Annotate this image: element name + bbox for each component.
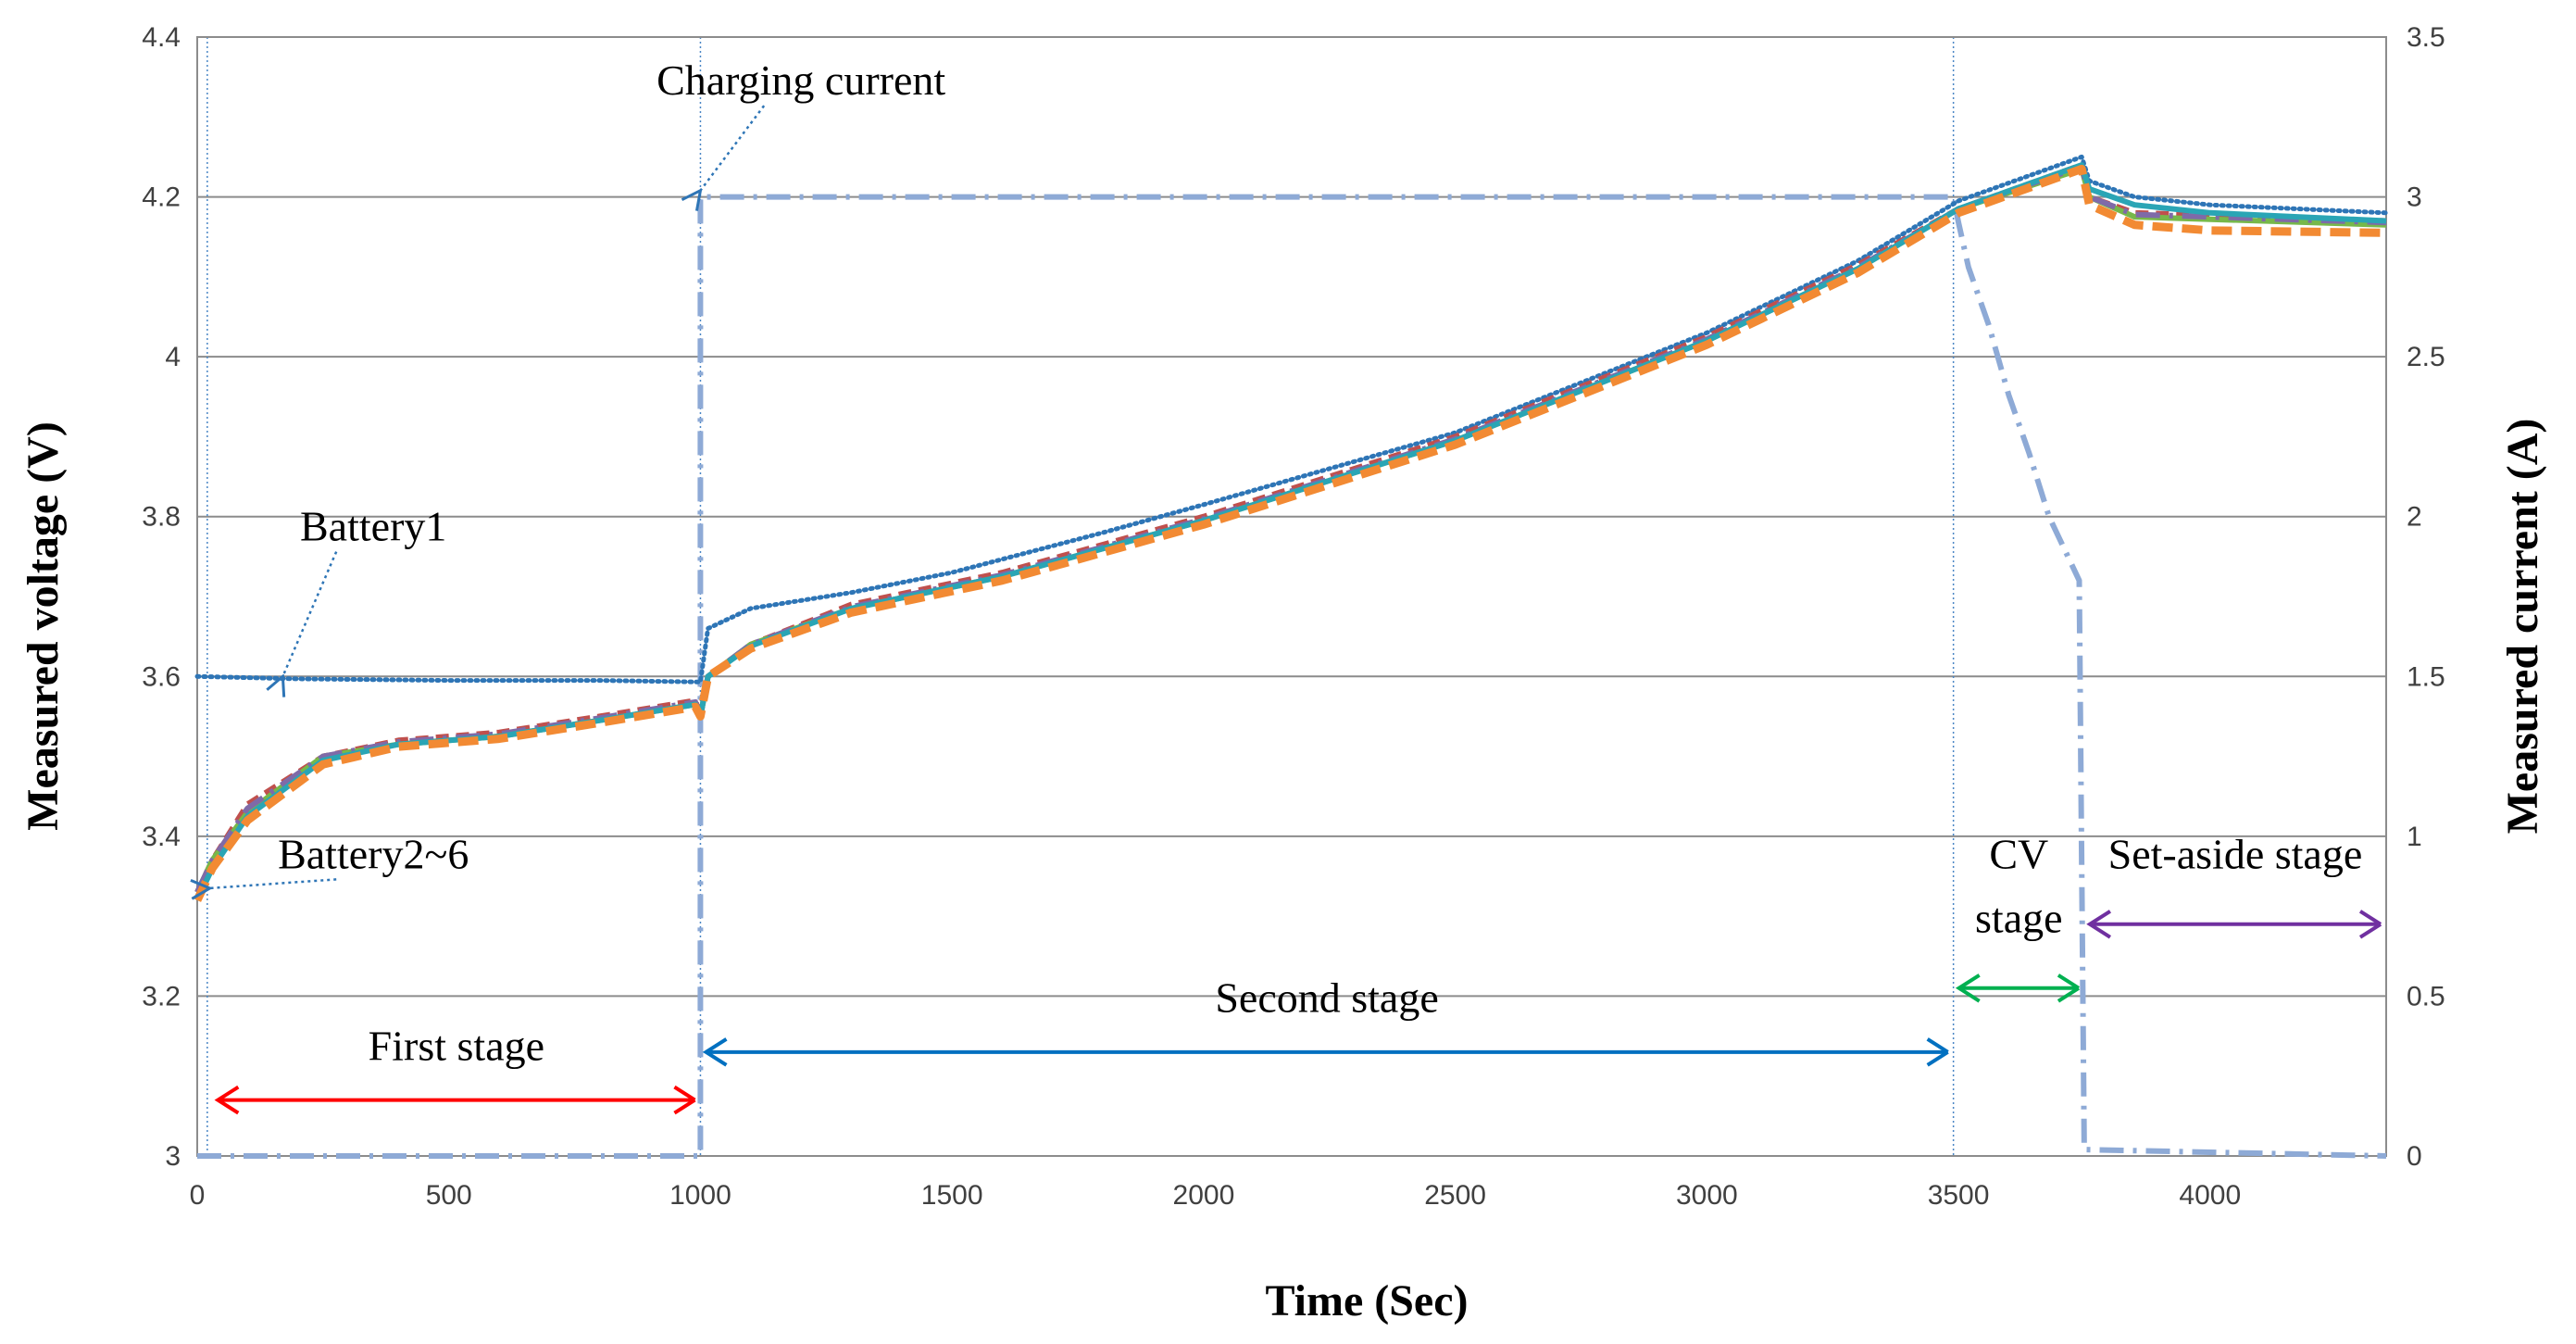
y-tick-label: 3.4	[142, 822, 181, 852]
annotation-label: Battery1	[300, 503, 446, 550]
x-tick-label: 3500	[1928, 1180, 1990, 1211]
x-tick-label: 4000	[2179, 1180, 2241, 1211]
x-tick-label: 2500	[1424, 1180, 1486, 1211]
y-tick-label: 3	[165, 1141, 181, 1172]
y2-tick-label: 3.5	[2407, 22, 2445, 53]
stage-arrowhead-left	[1955, 973, 1981, 1003]
y2-axis-title: Measured current (A)	[2498, 419, 2547, 835]
y2-tick-label: 0	[2407, 1141, 2422, 1172]
y-tick-label: 3.8	[142, 502, 181, 533]
series-battery2	[194, 162, 2387, 894]
series-charging-current	[197, 194, 2387, 1159]
stage-label: First stage	[369, 1022, 544, 1069]
x-tick-label: 1000	[669, 1180, 732, 1211]
annotation-arrow	[282, 551, 338, 677]
tick-labels: 3 3.2 3.4 3.6 3.8 4 4.2 4.4 0 0.5 1 1.5 2 2.5 3 3.5 0 500…	[142, 22, 2445, 1211]
stage-arrowhead-left	[702, 1037, 728, 1067]
y2-tick-label: 3	[2407, 182, 2422, 213]
stage-label: CV	[1989, 830, 2048, 877]
annotation-label: Battery2~6	[278, 830, 469, 877]
y-axis-title: Measured voltage (V)	[19, 421, 68, 831]
stage-label-line2: stage	[1975, 894, 2063, 941]
y2-tick-label: 1.5	[2407, 661, 2445, 692]
series-battery6	[193, 164, 2387, 902]
stage-arrowhead-right	[2358, 910, 2382, 939]
x-tick-label: 0	[190, 1180, 206, 1211]
stage-label: Set-aside stage	[2108, 830, 2363, 877]
x-tick-label: 1500	[921, 1180, 983, 1211]
y-tick-label: 3.6	[142, 661, 181, 692]
x-tick-label: 3000	[1676, 1180, 1738, 1211]
series-layer	[193, 154, 2389, 1159]
y-tick-label: 4	[165, 342, 181, 372]
y2-tick-label: 2	[2407, 502, 2422, 533]
annotation-arrow	[700, 105, 766, 191]
stage-arrowhead-left	[2086, 910, 2112, 939]
x-tick-label: 2000	[1173, 1180, 1235, 1211]
stage-arrowhead-right	[673, 1085, 696, 1115]
y-tick-label: 4.4	[142, 22, 181, 53]
plot-frame	[196, 36, 2387, 1157]
x-tick-label: 500	[426, 1180, 472, 1211]
annotation-label: Charging current	[657, 57, 945, 104]
y2-tick-label: 2.5	[2407, 342, 2445, 372]
stage-arrowhead-left	[214, 1085, 240, 1115]
annotations: Charging current Battery1 Battery2~6 First …	[210, 57, 2382, 1115]
y2-tick-label: 0.5	[2407, 981, 2445, 1011]
stage-arrowhead-right	[1926, 1037, 1949, 1067]
y-tick-label: 3.2	[142, 981, 181, 1011]
gridlines	[197, 36, 2386, 1157]
x-axis-title: Time (Sec)	[1265, 1276, 1468, 1325]
stage-arrowhead-right	[2057, 973, 2081, 1003]
series-battery1	[194, 154, 2389, 685]
y-tick-label: 4.2	[142, 182, 181, 213]
y2-tick-label: 1	[2407, 822, 2422, 852]
annotation-arrow	[210, 878, 337, 888]
stage-label: Second stage	[1215, 974, 1438, 1022]
